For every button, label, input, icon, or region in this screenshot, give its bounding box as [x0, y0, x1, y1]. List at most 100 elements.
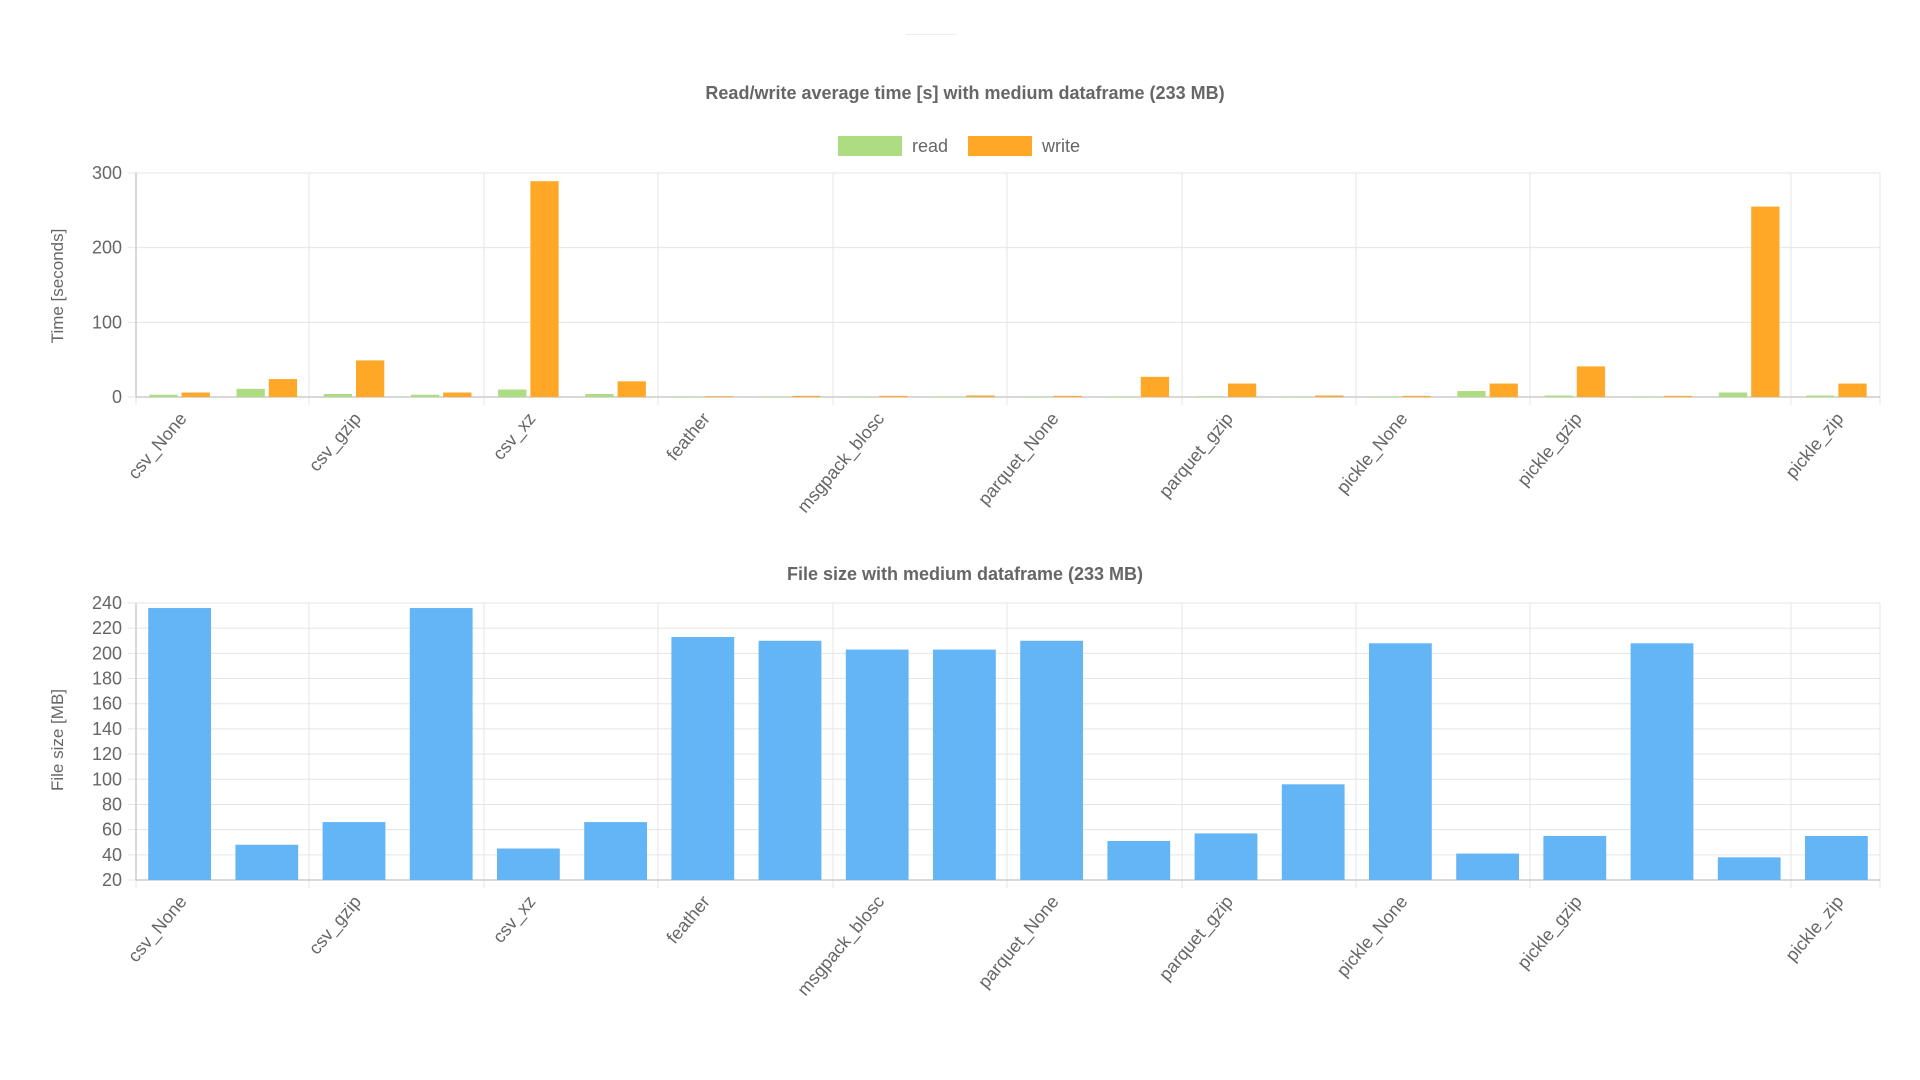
bar-write — [1402, 395, 1431, 397]
bar-read — [1544, 395, 1573, 397]
x-tick-label: parquet_None — [974, 892, 1063, 993]
bar-write — [1315, 395, 1344, 397]
bar-write — [1228, 383, 1257, 397]
bar-file-size — [933, 649, 996, 880]
x-tick-label: pickle_gzip — [1513, 409, 1586, 491]
bar-write — [181, 392, 210, 397]
time-chart-grid — [128, 172, 1881, 405]
bar-read — [672, 396, 701, 398]
bar-file-size — [1543, 835, 1607, 880]
bar-read — [1631, 396, 1660, 398]
y-tick-label: 180 — [92, 669, 122, 689]
size-chart-x-ticks: csv_None csv_gzip csv_xz feather msgpack_blo… — [124, 892, 1848, 1001]
size-chart-bars — [148, 608, 1868, 880]
y-tick-label: 100 — [92, 312, 122, 332]
time-chart: Read/write average time [s] with medium … — [48, 83, 1881, 518]
bar-file-size — [1107, 840, 1171, 880]
bar-read — [585, 394, 614, 397]
bar-file-size — [1805, 835, 1868, 880]
bar-write — [356, 360, 385, 397]
time-chart-y-axis-label: Time [seconds] — [48, 229, 67, 344]
bar-read — [1370, 396, 1399, 398]
bar-file-size — [671, 636, 735, 880]
y-tick-label: 220 — [92, 618, 122, 638]
bar-write — [1838, 383, 1867, 397]
bar-file-size — [235, 844, 299, 880]
x-tick-label: pickle_zip — [1781, 409, 1848, 483]
y-tick-label: 300 — [92, 163, 122, 183]
x-tick-label: csv_xz — [489, 892, 540, 948]
y-tick-label: 20 — [102, 870, 122, 890]
bar-read — [1806, 395, 1835, 397]
bar-read — [1457, 391, 1486, 397]
bar-file-size — [1717, 857, 1781, 880]
x-tick-label: pickle_None — [1332, 892, 1412, 981]
y-tick-label: 200 — [92, 238, 122, 258]
y-tick-label: 40 — [102, 845, 122, 865]
bar-read — [236, 388, 265, 397]
bar-write — [617, 381, 646, 397]
bar-read — [1195, 396, 1224, 398]
y-tick-label: 240 — [92, 593, 122, 613]
x-tick-label: csv_gzip — [305, 892, 366, 959]
x-tick-label: parquet_None — [974, 409, 1063, 510]
y-tick-label: 80 — [102, 794, 122, 814]
legend-label-write[interactable]: write — [1041, 136, 1080, 156]
x-tick-label: pickle_None — [1332, 409, 1412, 498]
y-tick-label: 160 — [92, 694, 122, 714]
bar-file-size — [845, 649, 909, 880]
bar-write — [966, 395, 995, 397]
y-tick-label: 120 — [92, 744, 122, 764]
legend-swatch-read[interactable] — [838, 136, 902, 156]
bar-write — [1489, 383, 1518, 397]
bar-read — [149, 394, 178, 397]
y-tick-label: 140 — [92, 719, 122, 739]
bar-file-size — [1281, 784, 1345, 880]
x-tick-label: feather — [663, 409, 714, 465]
bar-read — [498, 389, 527, 397]
bar-write — [704, 396, 734, 397]
x-tick-label: msgpack_blosc — [793, 892, 889, 1001]
top-divider — [906, 34, 956, 35]
size-chart: File size with medium dataframe (233 MB)… — [48, 564, 1881, 1001]
x-tick-label: feather — [663, 892, 714, 948]
size-chart-grid — [128, 602, 1881, 888]
bar-file-size — [584, 822, 647, 880]
bar-read — [934, 396, 963, 398]
bar-file-size — [322, 822, 386, 880]
bar-read — [759, 396, 788, 398]
x-tick-label: csv_xz — [489, 409, 540, 465]
bar-write — [1751, 206, 1780, 397]
bar-write — [530, 181, 559, 397]
time-chart-bars — [149, 181, 1867, 398]
legend-label-read[interactable]: read — [912, 136, 948, 156]
bar-file-size — [409, 608, 473, 880]
x-tick-label: parquet_gzip — [1155, 409, 1238, 502]
time-chart-y-ticks: 0 100 200 300 — [92, 163, 122, 407]
x-tick-label: csv_gzip — [305, 409, 366, 476]
time-chart-x-ticks: csv_None csv_gzip csv_xz feather msgpack_blo… — [124, 409, 1848, 518]
time-chart-title: Read/write average time [s] with medium … — [705, 83, 1224, 103]
size-chart-y-ticks: 20 40 60 80 100 120 140 160 180 200 220 240 — [92, 593, 122, 890]
bar-read — [1021, 396, 1050, 398]
y-tick-label: 60 — [102, 820, 122, 840]
y-tick-label: 200 — [92, 643, 122, 663]
bar-write — [268, 379, 298, 397]
bar-write — [1053, 395, 1082, 397]
time-chart-legend[interactable]: read write — [838, 136, 1080, 156]
x-tick-label: csv_None — [124, 892, 192, 967]
bar-read — [1108, 396, 1137, 398]
bar-file-size — [1456, 853, 1519, 880]
y-tick-label: 100 — [92, 769, 122, 789]
bar-write — [879, 395, 908, 397]
bar-write — [443, 392, 472, 397]
bar-read — [323, 394, 352, 397]
bar-write — [792, 395, 821, 397]
y-tick-label: 0 — [112, 387, 122, 407]
bar-write — [1664, 395, 1693, 397]
bar-file-size — [758, 640, 822, 880]
bar-write — [1140, 376, 1170, 397]
legend-swatch-write[interactable] — [968, 136, 1032, 156]
x-tick-label: csv_None — [124, 409, 192, 484]
